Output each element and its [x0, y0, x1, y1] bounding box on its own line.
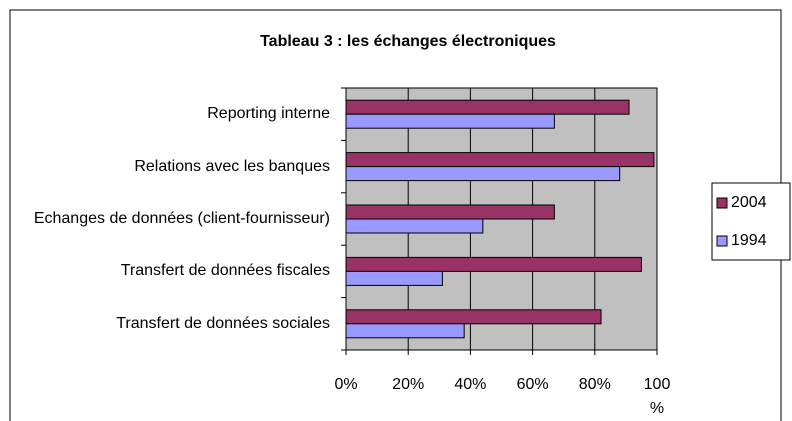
legend-swatch	[716, 197, 728, 209]
category-label-text: Relations avec les banques	[134, 157, 330, 175]
bar	[345, 270, 443, 286]
category-label: Transfert de données sociales	[116, 312, 330, 336]
category-label: Reporting interne	[207, 102, 330, 126]
legend-label: 2004	[731, 194, 767, 211]
category-label: Transfert de données fiscales	[121, 259, 330, 283]
category-label: Relations avec les banques	[134, 155, 330, 179]
x-tick-label: 0%	[334, 376, 358, 393]
bar	[345, 152, 655, 168]
bar	[345, 204, 555, 220]
category-label-text: Reporting interne	[207, 105, 330, 123]
legend-label: 1994	[731, 232, 767, 249]
legend-swatch	[716, 235, 728, 247]
bar	[345, 99, 630, 115]
bar	[345, 309, 602, 325]
bar	[345, 256, 642, 272]
legend-box	[711, 182, 791, 261]
category-label: Echanges de données (client-fournisseur)	[34, 207, 330, 231]
x-tick-label: 40%	[454, 376, 487, 393]
bar	[345, 323, 465, 339]
bar	[345, 113, 555, 129]
bar	[345, 166, 621, 182]
x-tick-label: 60%	[516, 376, 549, 393]
chart-title: Tableau 3 : les échanges électroniques	[260, 33, 556, 50]
x-tick-label: 80%	[578, 376, 611, 393]
x-tick-label: 100 %	[643, 376, 671, 417]
x-tick-label: 20%	[392, 376, 425, 393]
bar	[345, 218, 484, 234]
category-label-text: Transfert de données fiscales	[120, 262, 330, 280]
category-label-text: Transfert de données sociales	[116, 314, 330, 332]
category-label-text: Echanges de données (client-fournisseur)	[33, 210, 330, 227]
